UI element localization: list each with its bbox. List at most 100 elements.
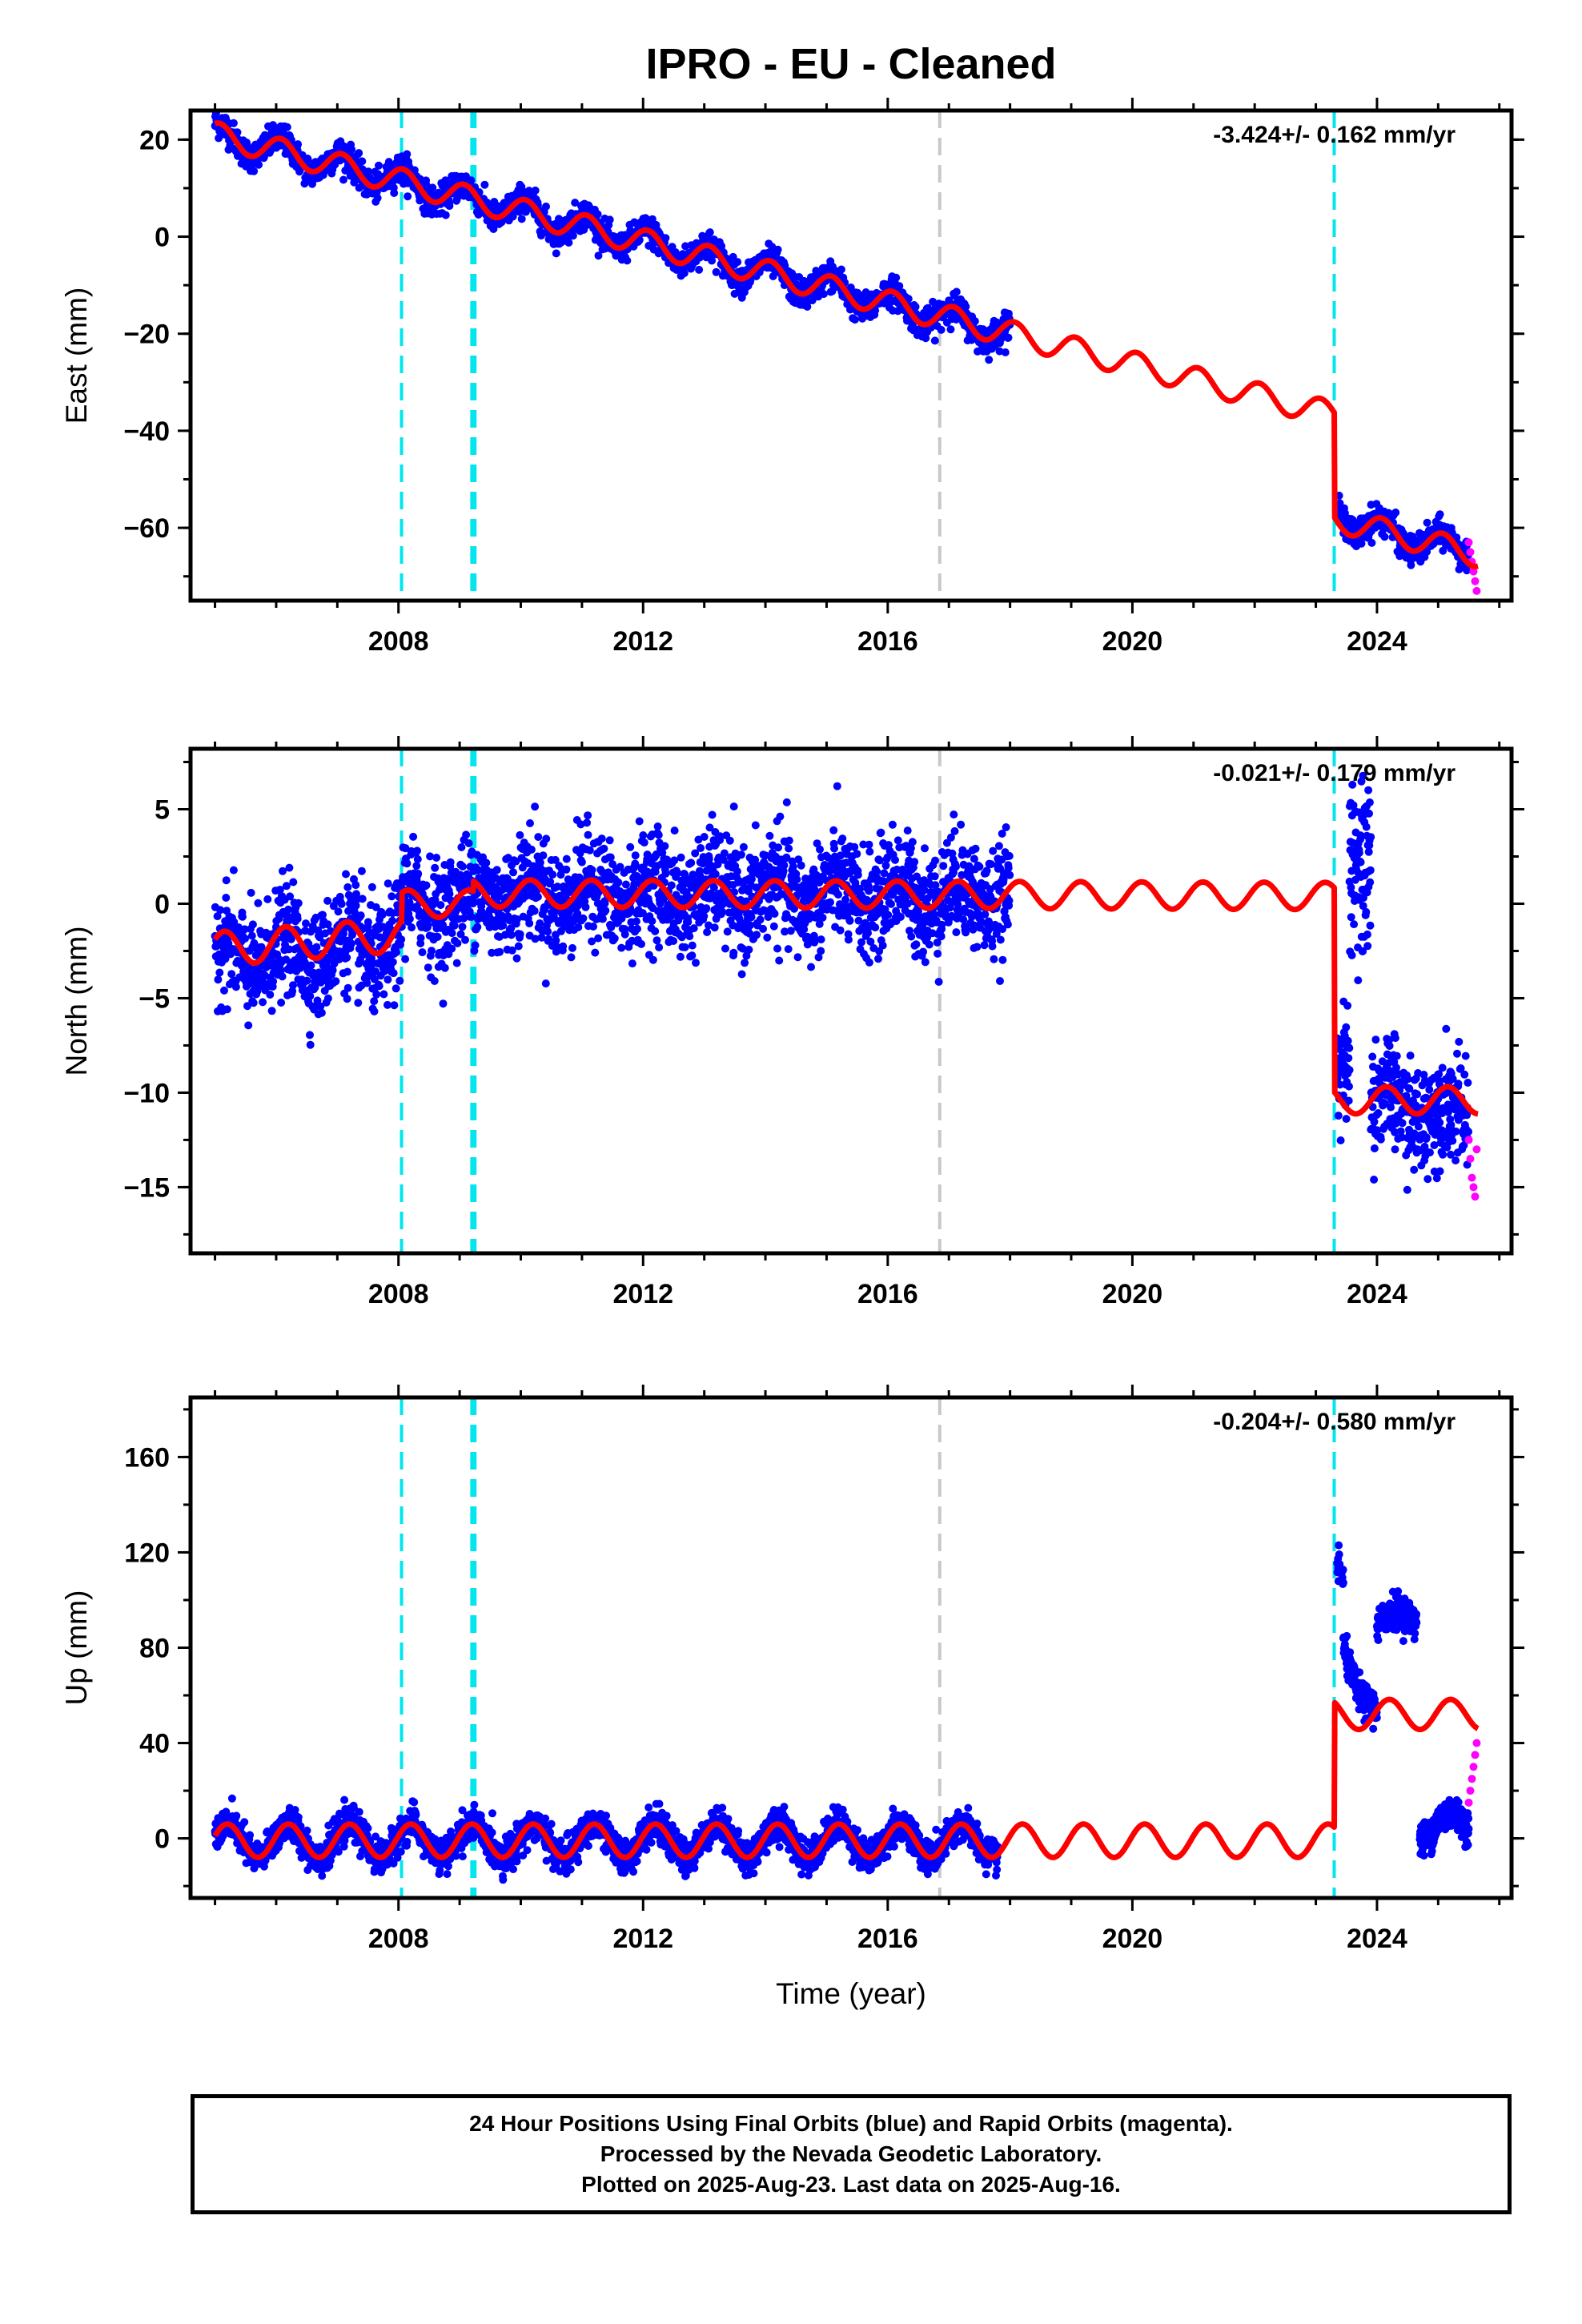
data-point bbox=[433, 932, 442, 941]
data-point bbox=[404, 192, 412, 201]
data-point bbox=[854, 916, 863, 925]
data-point bbox=[461, 935, 469, 944]
data-point bbox=[818, 913, 827, 922]
data-point bbox=[594, 934, 603, 943]
data-point bbox=[303, 976, 311, 985]
y-tick-label: −60 bbox=[123, 513, 170, 544]
data-point bbox=[591, 948, 600, 957]
data-point bbox=[312, 943, 321, 951]
data-point bbox=[871, 306, 880, 315]
data-point bbox=[464, 839, 473, 847]
data-point bbox=[473, 923, 482, 931]
data-point bbox=[534, 833, 543, 842]
data-point bbox=[908, 838, 917, 846]
data-point bbox=[700, 833, 709, 841]
data-point bbox=[741, 959, 749, 967]
data-point bbox=[610, 934, 619, 943]
data-point bbox=[283, 123, 291, 131]
data-point bbox=[846, 283, 855, 292]
data-point bbox=[390, 1001, 399, 1010]
rapid-point bbox=[1464, 538, 1473, 547]
data-point bbox=[571, 199, 580, 207]
data-point bbox=[229, 119, 238, 127]
data-point bbox=[269, 977, 278, 986]
data-point bbox=[255, 160, 263, 169]
chart-title: IPRO - EU - Cleaned bbox=[645, 40, 1056, 88]
data-point bbox=[705, 228, 714, 237]
data-point bbox=[317, 1008, 326, 1017]
data-point bbox=[737, 970, 746, 979]
data-point bbox=[623, 256, 632, 265]
data-point bbox=[780, 861, 789, 870]
data-point bbox=[508, 212, 517, 221]
data-point bbox=[354, 999, 363, 1007]
data-point bbox=[844, 935, 853, 944]
data-point bbox=[605, 215, 614, 224]
data-point bbox=[684, 918, 693, 927]
data-point bbox=[355, 149, 363, 158]
data-point bbox=[530, 907, 539, 915]
x-tick-label: 2012 bbox=[612, 626, 673, 657]
data-point bbox=[428, 947, 436, 955]
data-point bbox=[277, 999, 286, 1007]
data-point bbox=[457, 843, 466, 851]
data-point bbox=[712, 267, 721, 276]
data-point bbox=[921, 844, 929, 853]
data-point bbox=[637, 939, 645, 948]
data-point bbox=[405, 915, 414, 923]
data-point bbox=[751, 821, 760, 830]
data-point bbox=[793, 875, 801, 884]
data-point bbox=[617, 943, 626, 952]
data-point bbox=[536, 919, 544, 927]
data-point bbox=[878, 941, 887, 950]
data-point bbox=[817, 947, 825, 955]
data-point bbox=[594, 251, 603, 260]
data-point bbox=[681, 242, 690, 251]
data-point bbox=[544, 927, 552, 936]
data-point bbox=[388, 958, 397, 967]
data-point bbox=[559, 942, 568, 951]
data-point bbox=[1380, 533, 1389, 541]
data-point bbox=[215, 968, 224, 977]
data-point bbox=[765, 831, 774, 840]
data-point bbox=[418, 948, 427, 957]
data-point bbox=[448, 929, 456, 938]
data-point bbox=[471, 941, 480, 950]
data-point bbox=[432, 854, 441, 862]
data-point bbox=[379, 990, 388, 999]
data-point bbox=[781, 261, 789, 270]
data-point bbox=[583, 818, 591, 827]
data-point bbox=[816, 845, 824, 854]
data-point bbox=[370, 1007, 379, 1015]
data-point bbox=[373, 194, 382, 203]
data-point bbox=[946, 325, 955, 334]
data-point bbox=[222, 876, 231, 885]
data-point bbox=[819, 290, 828, 299]
data-point bbox=[652, 936, 661, 945]
rate-annotation: -3.424+/- 0.162 mm/yr bbox=[1213, 122, 1456, 148]
data-point bbox=[250, 167, 259, 175]
data-point bbox=[562, 854, 571, 863]
data-point bbox=[745, 945, 753, 954]
data-point bbox=[830, 844, 838, 853]
data-point bbox=[436, 901, 445, 910]
x-tick-label: 2016 bbox=[857, 626, 918, 657]
y-tick-label: 20 bbox=[139, 125, 170, 155]
data-point bbox=[648, 917, 656, 926]
data-point bbox=[579, 914, 588, 923]
data-point bbox=[628, 959, 636, 968]
data-point bbox=[539, 851, 548, 860]
data-point bbox=[687, 858, 696, 867]
data-point bbox=[414, 870, 423, 878]
data-point bbox=[631, 851, 640, 860]
data-point bbox=[729, 802, 738, 811]
data-point bbox=[853, 870, 862, 879]
data-point bbox=[871, 923, 880, 932]
x-tick-label: 2008 bbox=[368, 626, 429, 657]
data-point bbox=[567, 953, 576, 962]
data-point bbox=[763, 933, 772, 942]
data-point bbox=[769, 922, 778, 931]
data-point bbox=[680, 269, 689, 278]
data-point bbox=[509, 868, 517, 877]
data-point bbox=[440, 963, 449, 972]
